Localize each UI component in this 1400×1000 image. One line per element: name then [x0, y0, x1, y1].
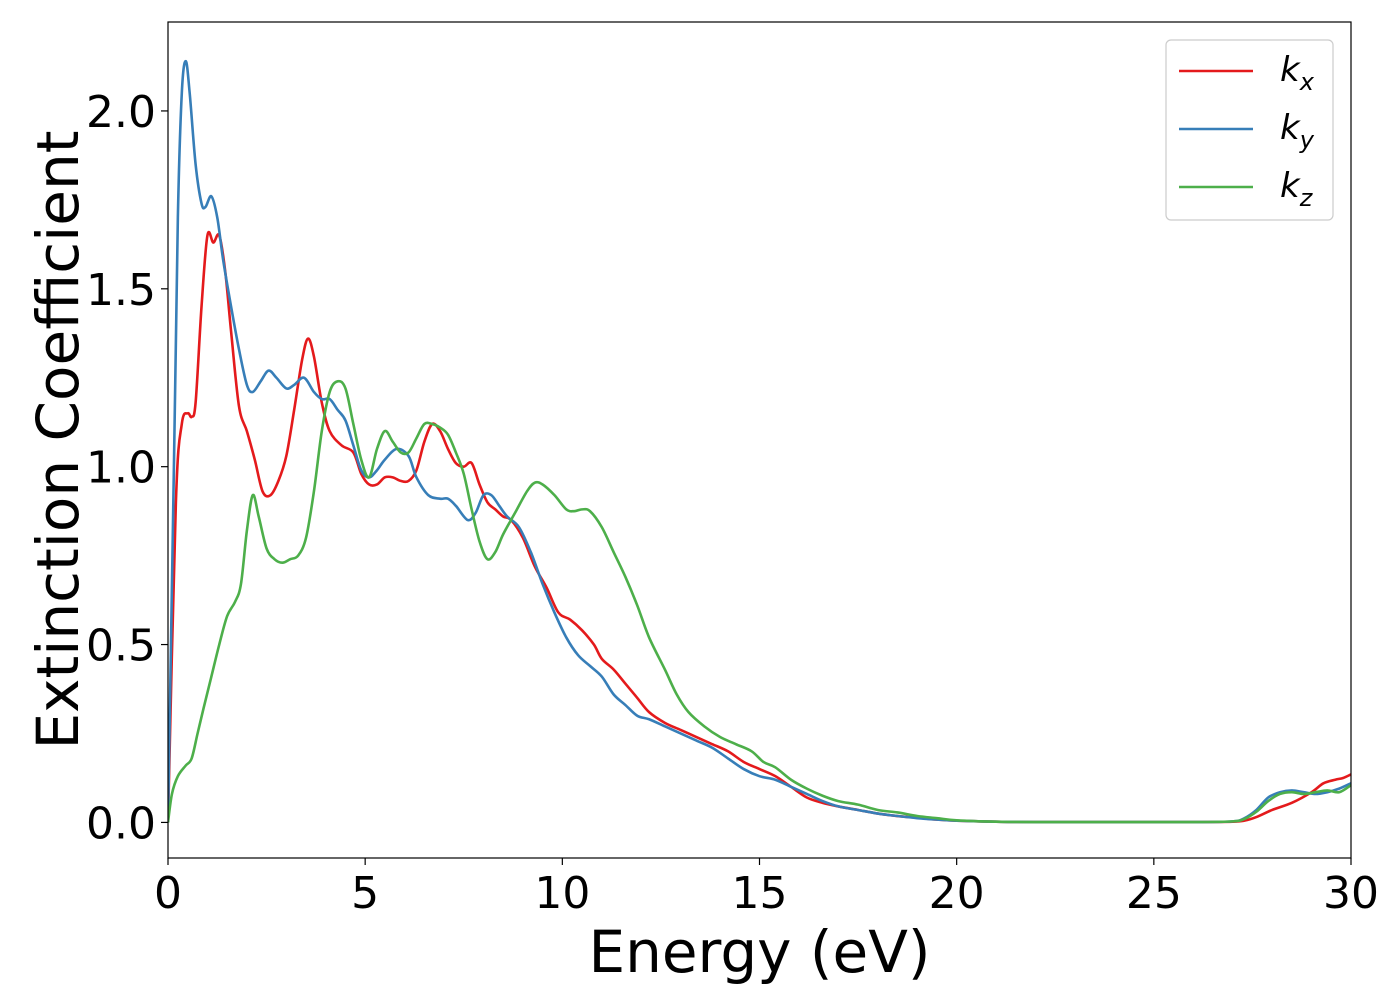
ticks-layer: 0 5 10 15 20 25 30 0.0 0.5 1.0 1.5 2.0 [86, 87, 1379, 919]
x-tick-label: 20 [929, 868, 985, 919]
series-line-kz [168, 379, 1351, 824]
x-axis-label: Energy (eV) [588, 918, 930, 986]
legend-entry-kx: kx [1280, 50, 1315, 96]
legend-entry-kz: kz [1280, 166, 1314, 212]
y-tick-label: 1.0 [86, 443, 156, 494]
x-tick-label: 30 [1323, 868, 1379, 919]
series-line-kx [168, 230, 1351, 824]
legend-entry-ky: ky [1280, 108, 1315, 154]
y-tick-label: 0.5 [86, 621, 156, 672]
x-tick-label: 15 [732, 868, 788, 919]
x-tick-label: 0 [154, 868, 182, 919]
y-tick-label: 0.0 [86, 798, 156, 849]
x-tick-label: 25 [1126, 868, 1182, 919]
x-tick-label: 10 [534, 868, 590, 919]
y-axis-label: Extinction Coefficient [24, 131, 92, 750]
y-tick-label: 2.0 [86, 87, 156, 138]
y-tick-label: 1.5 [86, 265, 156, 316]
series-layer [168, 59, 1351, 824]
x-tick-label: 5 [351, 868, 379, 919]
legend: kx ky kz [1165, 39, 1334, 221]
